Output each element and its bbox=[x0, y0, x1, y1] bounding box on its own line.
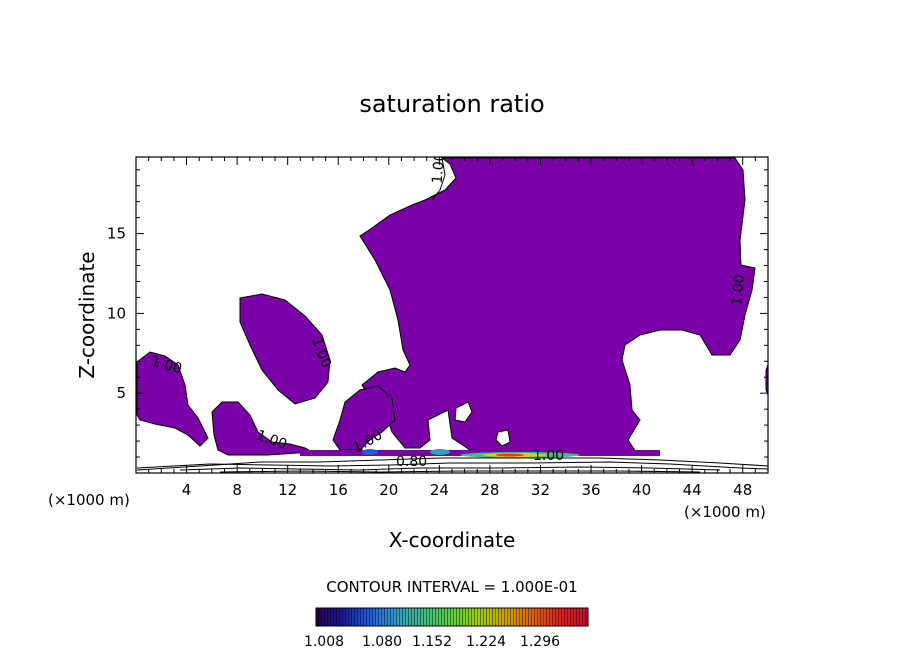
hole-region bbox=[454, 401, 473, 423]
x-tick-label: 40 bbox=[632, 481, 651, 499]
contour-line bbox=[431, 157, 446, 201]
surface-contours bbox=[136, 157, 768, 473]
x-tick-label: 20 bbox=[379, 481, 398, 499]
y-axis-title: Z-coordinate bbox=[75, 251, 99, 378]
x-tick-label: 32 bbox=[531, 481, 550, 499]
hole-region bbox=[495, 429, 511, 447]
x-tick-label: 8 bbox=[232, 481, 242, 499]
contour-line bbox=[219, 470, 701, 473]
x-tick-label: 4 bbox=[182, 481, 192, 499]
center-left-region bbox=[332, 385, 396, 451]
x-tick-label: 36 bbox=[581, 481, 600, 499]
colorbar-stripes bbox=[316, 608, 588, 626]
x-axis-ticks: 4 8 12 16 20 24 28 32 36 40 44 48 bbox=[148, 157, 756, 499]
main-saturated-region bbox=[359, 157, 756, 453]
y-tick-label: 10 bbox=[107, 304, 126, 322]
colorbar-frame bbox=[315, 607, 589, 627]
supersaturation-core bbox=[496, 453, 524, 457]
left-middle-region bbox=[239, 293, 331, 405]
x-tick-label: 24 bbox=[430, 481, 449, 499]
contour-label: 1.00 bbox=[149, 354, 183, 378]
x-axis-title: X-coordinate bbox=[389, 528, 516, 552]
y-axis-ticks: 5 10 15 bbox=[107, 169, 768, 458]
colorbar-tick-label: 1.296 bbox=[520, 634, 560, 650]
chart-title: saturation ratio bbox=[359, 90, 544, 118]
x-tick-label: 48 bbox=[733, 481, 752, 499]
colorbar-tick-label: 1.152 bbox=[412, 634, 452, 650]
x-tick-label: 12 bbox=[278, 481, 297, 499]
colorbar-tick-label: 1.080 bbox=[362, 634, 402, 650]
x-tick-label: 28 bbox=[480, 481, 499, 499]
colorbar-tick-label: 1.224 bbox=[466, 634, 506, 650]
contour-interval-text: CONTOUR INTERVAL = 1.000E-01 bbox=[326, 578, 577, 596]
x-tick-label: 44 bbox=[683, 481, 702, 499]
contour-label: 0.80 bbox=[396, 454, 427, 470]
near-surface-dot bbox=[362, 449, 378, 455]
x-unit-right: (×1000 m) bbox=[684, 503, 766, 521]
y-tick-label: 5 bbox=[116, 384, 126, 402]
x-unit-left: (×1000 m) bbox=[48, 491, 130, 509]
contour-label: 1.00 bbox=[430, 152, 449, 184]
contour-label: 1.00 bbox=[533, 448, 564, 464]
contour-line bbox=[136, 457, 768, 471]
near-surface-dot bbox=[430, 449, 450, 455]
x-tick-label: 16 bbox=[329, 481, 348, 499]
filled-regions bbox=[136, 157, 768, 458]
colorbar-tick-label: 1.008 bbox=[304, 634, 344, 650]
contour-line bbox=[179, 466, 721, 471]
left-edge-region bbox=[136, 351, 209, 447]
y-tick-label: 15 bbox=[107, 225, 126, 243]
left-lower-region bbox=[211, 401, 314, 456]
contour-label: 1.00 bbox=[730, 274, 749, 306]
contour-line bbox=[136, 461, 768, 470]
colorbar: 1.008 1.080 1.152 1.224 1.296 bbox=[304, 607, 589, 650]
